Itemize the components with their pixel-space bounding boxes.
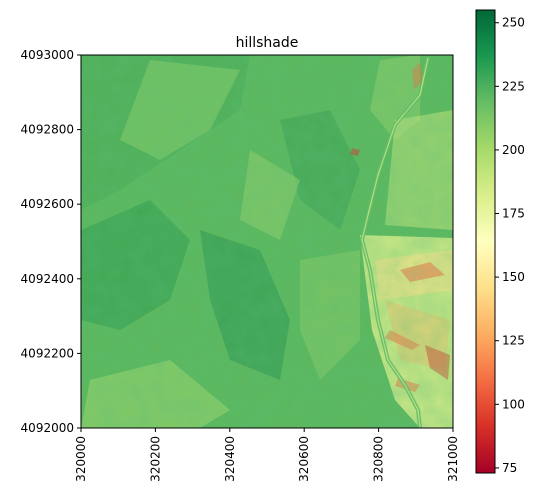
hillshade-image <box>81 55 453 428</box>
colorbar-tick-label: 150 <box>502 270 525 284</box>
y-tick-label: 4092400 <box>21 272 74 286</box>
colorbar-tick-label: 225 <box>502 79 525 93</box>
y-tick-label: 4092200 <box>21 346 74 360</box>
x-axis: 320000 320200 320400 320600 320800 321000 <box>74 428 460 482</box>
colorbar-tick-label: 200 <box>502 143 525 157</box>
plot-frame <box>80 54 454 429</box>
y-tick-label: 4092600 <box>21 197 74 211</box>
chart-title: hillshade <box>236 35 299 51</box>
colorbar-tick-label: 175 <box>502 207 525 221</box>
colorbar-tick-label: 75 <box>502 461 517 475</box>
y-tick-label: 4092000 <box>21 421 74 435</box>
colorbar-tick-label: 250 <box>502 16 525 30</box>
x-tick-label: 320600 <box>297 436 311 482</box>
y-tick-label: 4093000 <box>21 48 74 62</box>
x-tick-label: 320400 <box>223 436 237 482</box>
colorbar-tick-label: 125 <box>502 334 525 348</box>
y-axis: 4093000 4092800 4092600 4092400 4092200 40920… <box>21 48 81 435</box>
x-tick-label: 320200 <box>148 436 162 482</box>
colorbar-axis: 250 225 200 175 150 125 100 75 <box>495 16 525 475</box>
x-tick-label: 320000 <box>74 436 88 482</box>
x-tick-label: 321000 <box>446 436 460 482</box>
y-tick-label: 4092800 <box>21 123 74 137</box>
colorbar <box>475 9 496 474</box>
colorbar-tick-label: 100 <box>502 397 525 411</box>
x-tick-label: 320800 <box>372 436 386 482</box>
